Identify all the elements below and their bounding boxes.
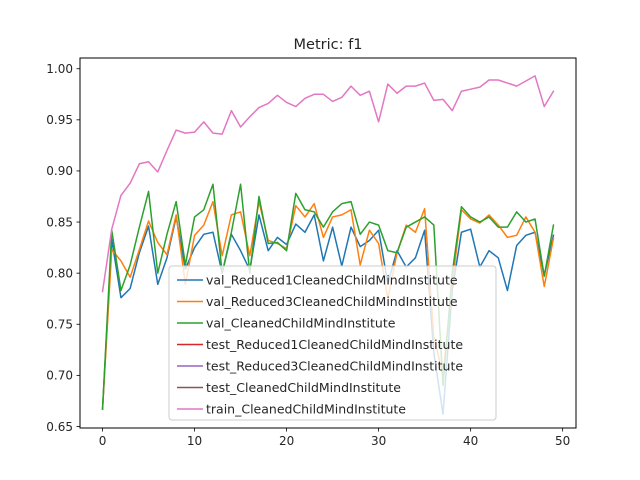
y-tick-label: 1.00	[46, 62, 73, 76]
y-tick-label: 0.85	[46, 215, 73, 229]
series-line-2	[101, 183, 555, 410]
series-line-1	[101, 200, 555, 410]
y-axis: 0.65 0.70 0.75 0.80 0.85 0.90 0.95 1.00	[46, 62, 80, 434]
legend-label-1: val_Reduced3CleanedChildMindInstitute	[206, 294, 458, 309]
y-tick-label: 0.90	[46, 164, 73, 178]
plot-area-frame	[79, 57, 577, 429]
y-tick-label: 0.95	[46, 113, 73, 127]
x-tick-label: 30	[371, 434, 386, 448]
x-tick-label: 20	[279, 434, 294, 448]
legend-label-2: val_CleanedChildMindInstitute	[206, 316, 396, 331]
legend-label-6: train_CleanedChildMindInstitute	[206, 402, 406, 417]
legend-label-0: val_Reduced1CleanedChildMindInstitute	[206, 273, 458, 288]
x-tick-label: 50	[555, 434, 570, 448]
y-tick-label: 0.65	[46, 420, 73, 434]
legend-label-4: test_Reduced3CleanedChildMindInstitute	[206, 359, 463, 374]
legend: val_Reduced1CleanedChildMindInstituteval…	[168, 265, 497, 421]
legend-label-3: test_Reduced1CleanedChildMindInstitute	[206, 337, 463, 352]
x-tick-label: 40	[463, 434, 478, 448]
y-tick-label: 0.75	[46, 318, 73, 332]
legend-label-5: test_CleanedChildMindInstitute	[206, 380, 401, 395]
x-tick-label: 0	[99, 434, 107, 448]
y-tick-label: 0.70	[46, 369, 73, 383]
series-line-6	[101, 75, 555, 293]
series-lines	[101, 75, 555, 415]
chart-title: Metric: f1	[294, 37, 363, 53]
legend-box	[168, 265, 497, 421]
y-tick-label: 0.80	[46, 266, 73, 280]
x-axis: 0 10 20 30 40 50	[99, 428, 570, 448]
x-tick-label: 10	[187, 434, 202, 448]
